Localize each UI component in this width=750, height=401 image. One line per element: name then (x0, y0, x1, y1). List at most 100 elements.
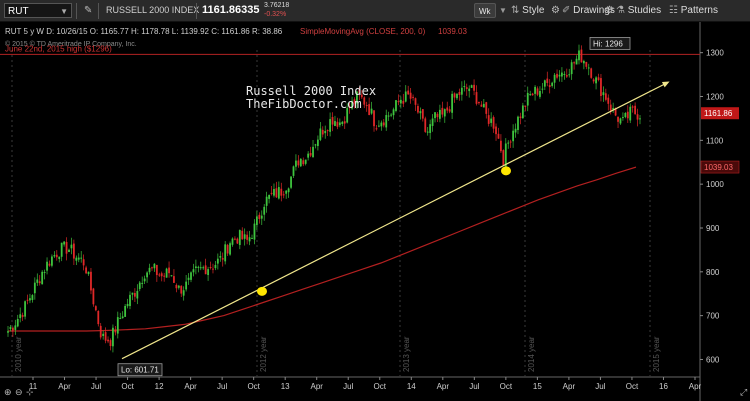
candle-body[interactable] (258, 214, 261, 219)
candle-body[interactable] (521, 105, 524, 119)
candle-body[interactable] (534, 86, 536, 94)
candle-body[interactable] (7, 331, 9, 333)
candle-body[interactable] (465, 87, 468, 89)
candle-body[interactable] (90, 271, 92, 291)
candle-body[interactable] (136, 290, 139, 299)
candle-body[interactable] (460, 87, 463, 95)
candle-body[interactable] (412, 96, 414, 98)
candle-body[interactable] (241, 230, 244, 240)
candle-body[interactable] (636, 114, 639, 120)
study-label[interactable]: SimpleMovingAvg (CLOSE, 200, 0) (300, 27, 426, 36)
candle-body[interactable] (148, 267, 151, 273)
candle-body[interactable] (297, 160, 300, 166)
candle-body[interactable] (478, 102, 480, 104)
candle-body[interactable] (270, 192, 273, 194)
candle-body[interactable] (326, 130, 329, 132)
symbol-input[interactable]: RUT ▼ (4, 3, 72, 18)
candle-body[interactable] (11, 327, 14, 331)
candle-body[interactable] (285, 190, 288, 194)
candle-body[interactable] (414, 98, 417, 105)
candle-body[interactable] (202, 267, 205, 269)
drawings-menu[interactable]: ✐ Drawings (562, 3, 615, 18)
candle-body[interactable] (456, 93, 458, 99)
candle-body[interactable] (273, 188, 275, 196)
candle-body[interactable] (9, 326, 12, 330)
candle-body[interactable] (31, 295, 34, 300)
candle-body[interactable] (180, 285, 183, 294)
period-button[interactable]: Wk (474, 3, 496, 18)
candle-body[interactable] (143, 278, 146, 282)
candle-body[interactable] (634, 105, 637, 115)
candle-body[interactable] (526, 92, 529, 106)
candle-body[interactable] (578, 50, 580, 61)
candle-body[interactable] (553, 74, 556, 83)
candle-body[interactable] (509, 141, 512, 143)
candle-body[interactable] (199, 267, 202, 269)
candle-body[interactable] (595, 77, 597, 84)
price-chart[interactable]: 600 700 800 900 1000 1100 1200 1300 11 Apr Jul Oct… (0, 22, 750, 401)
candle-body[interactable] (304, 159, 307, 164)
candle-body[interactable] (170, 275, 173, 277)
candle-body[interactable] (177, 285, 180, 288)
candle-body[interactable] (397, 101, 400, 103)
candle-body[interactable] (314, 144, 317, 146)
candle-body[interactable] (295, 160, 297, 167)
candle-body[interactable] (38, 281, 41, 284)
candle-body[interactable] (609, 104, 612, 111)
candle-body[interactable] (378, 125, 380, 127)
patterns-menu[interactable]: ☷ Patterns (669, 3, 718, 18)
candle-body[interactable] (365, 105, 368, 107)
candle-body[interactable] (204, 265, 207, 275)
candle-body[interactable] (29, 298, 31, 301)
candle-body[interactable] (419, 111, 422, 114)
candle-body[interactable] (504, 143, 507, 167)
candle-body[interactable] (421, 109, 424, 119)
candle-body[interactable] (382, 122, 385, 126)
candle-body[interactable] (373, 110, 375, 127)
candle-body[interactable] (221, 258, 224, 260)
candle-body[interactable] (307, 153, 310, 158)
candle-body[interactable] (600, 78, 602, 97)
candle-body[interactable] (631, 106, 634, 108)
candle-body[interactable] (141, 282, 144, 284)
candle-body[interactable] (539, 91, 541, 97)
candle-body[interactable] (612, 108, 615, 110)
candle-body[interactable] (341, 121, 344, 125)
candle-body[interactable] (346, 108, 349, 123)
candle-body[interactable] (226, 244, 229, 254)
candle-body[interactable] (14, 325, 17, 330)
candlestick-series[interactable] (7, 44, 641, 353)
candle-body[interactable] (94, 306, 97, 311)
candle-body[interactable] (385, 115, 388, 128)
candle-body[interactable] (309, 152, 312, 156)
candle-body[interactable] (168, 267, 170, 274)
candle-body[interactable] (407, 90, 410, 95)
candle-body[interactable] (570, 62, 573, 75)
chevron-down-icon[interactable]: ▼ (499, 6, 507, 15)
candle-body[interactable] (112, 327, 114, 347)
pencil-icon[interactable]: ✎ (84, 5, 93, 16)
candle-body[interactable] (446, 107, 449, 111)
candle-body[interactable] (263, 206, 266, 215)
candle-body[interactable] (104, 332, 107, 341)
candle-body[interactable] (126, 303, 129, 307)
candle-body[interactable] (487, 115, 490, 124)
candle-body[interactable] (390, 114, 393, 116)
candle-body[interactable] (36, 279, 39, 283)
candle-body[interactable] (85, 267, 87, 274)
candle-body[interactable] (97, 310, 100, 325)
candle-body[interactable] (348, 106, 351, 109)
candle-body[interactable] (212, 268, 214, 270)
candle-body[interactable] (548, 85, 551, 88)
candle-body[interactable] (236, 238, 239, 244)
candle-body[interactable] (238, 230, 241, 245)
candle-body[interactable] (146, 272, 148, 278)
candle-body[interactable] (24, 301, 26, 317)
candle-body[interactable] (529, 94, 532, 96)
candle-body[interactable] (468, 88, 471, 92)
candle-body[interactable] (21, 315, 24, 317)
candle-body[interactable] (363, 97, 366, 105)
candle-body[interactable] (163, 275, 166, 277)
candle-body[interactable] (82, 259, 85, 266)
candle-body[interactable] (58, 256, 61, 260)
